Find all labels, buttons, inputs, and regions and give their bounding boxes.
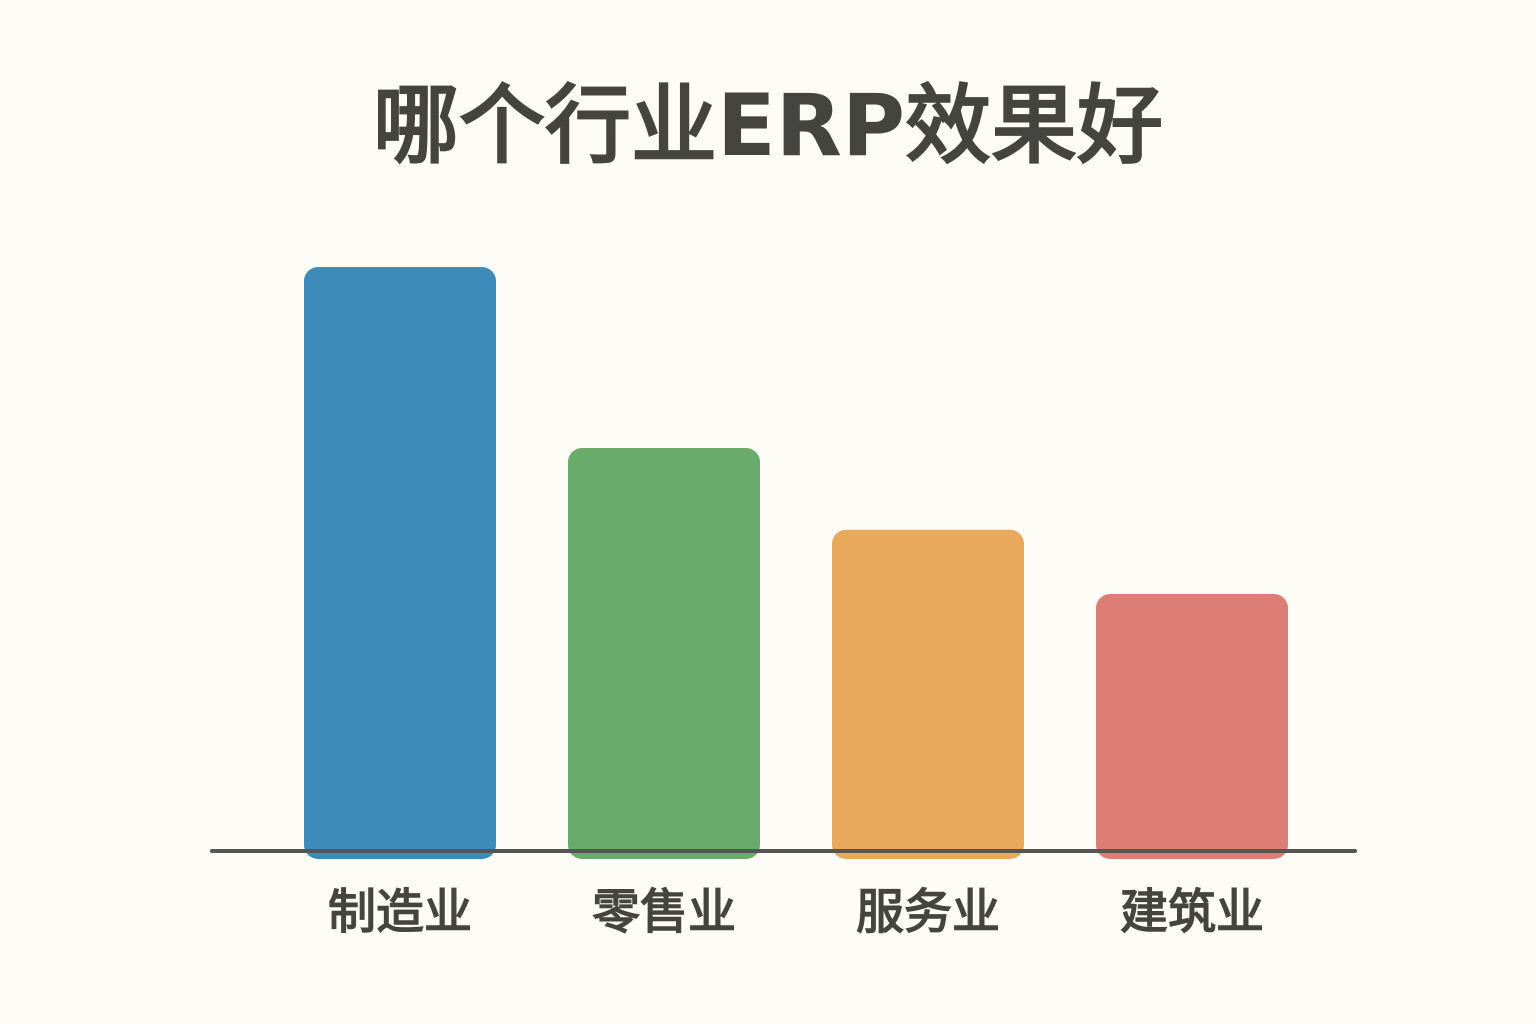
bar <box>304 267 496 859</box>
x-tick-label: 服务业 <box>856 884 1000 940</box>
bar <box>568 448 760 859</box>
bar <box>832 529 1024 859</box>
x-tick-label: 建筑业 <box>1120 884 1264 940</box>
x-tick-label: 制造业 <box>328 884 472 940</box>
x-tick-label: 零售业 <box>592 884 736 940</box>
bar <box>1096 594 1288 859</box>
chart-title: 哪个行业ERP效果好 <box>373 76 1163 176</box>
